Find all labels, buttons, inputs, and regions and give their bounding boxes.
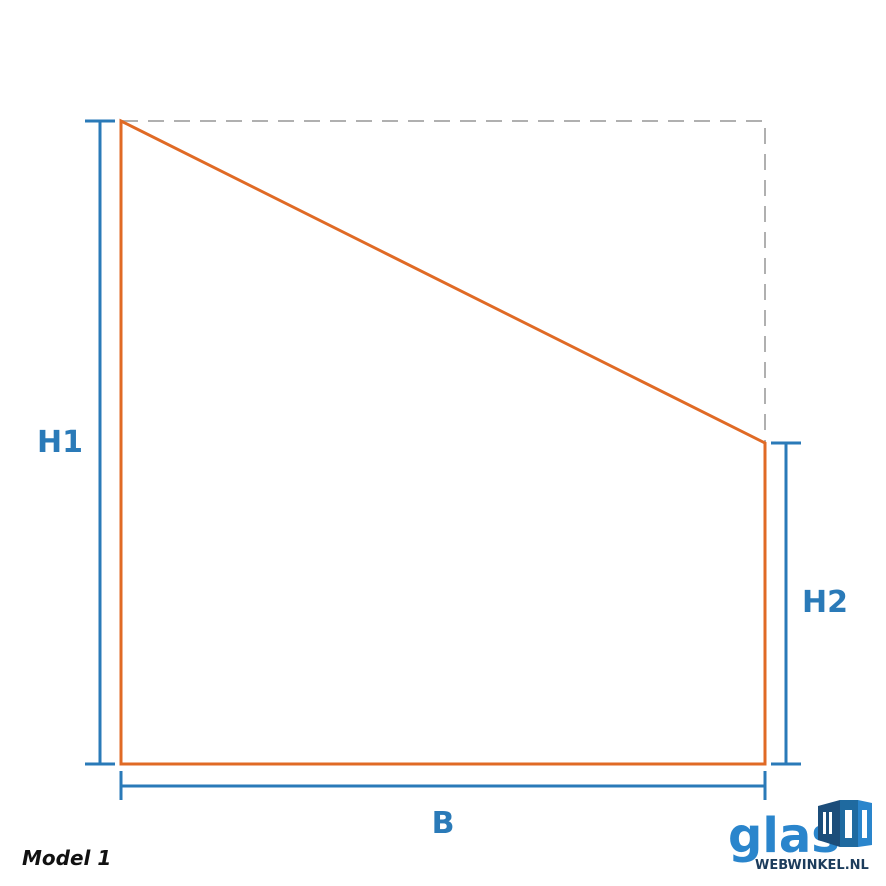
- bounding-guide: [122, 120, 766, 443]
- glaswebwinkel-logo: glas WEBWINKEL.NL: [728, 800, 872, 873]
- b-dimension-line: [119, 771, 767, 800]
- window-icon: [818, 800, 872, 847]
- h2-dimension-line: [771, 441, 801, 766]
- h1-dimension-line: [85, 119, 115, 766]
- model-label: Model 1: [22, 846, 111, 870]
- logo-subtext: WEBWINKEL.NL: [755, 858, 869, 873]
- h1-label: H1: [37, 425, 83, 460]
- b-label: B: [432, 806, 455, 841]
- glass-shape-outline: [119, 118, 767, 766]
- h2-label: H2: [802, 585, 848, 620]
